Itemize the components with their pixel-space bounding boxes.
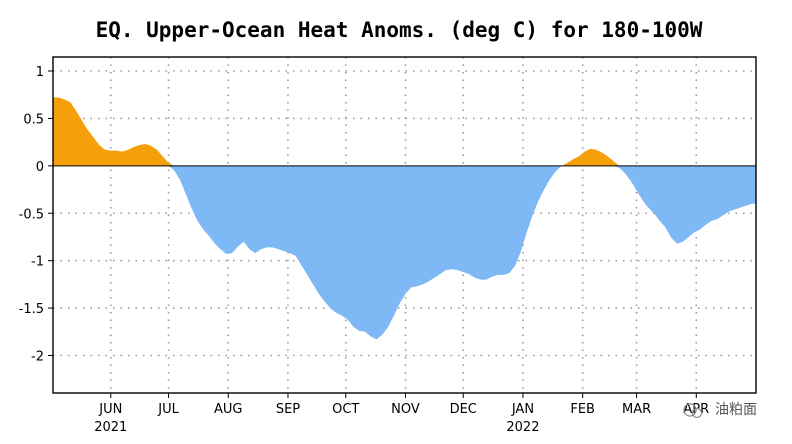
- plot-frame: [52, 56, 757, 394]
- x-tick-label: SEP: [276, 402, 300, 417]
- y-tick-label: 1: [36, 65, 44, 80]
- watermark: 油粕面: [683, 402, 757, 419]
- y-axis: 1 0.5 0 -0.5 -1 -1.5 -2: [19, 65, 53, 365]
- chart-title: EQ. Upper-Ocean Heat Anoms. (deg C) for …: [96, 18, 703, 42]
- x-tick-label: NOV: [391, 402, 420, 417]
- x-tick-label: AUG: [214, 402, 242, 417]
- x-tick-label: JAN: [511, 402, 534, 417]
- y-tick-label: -1: [31, 255, 44, 270]
- y-tick-label: -2: [31, 350, 44, 365]
- x-tick-label: MAR: [622, 402, 651, 417]
- y-tick-label: -0.5: [19, 207, 44, 222]
- y-tick-label: 0: [36, 160, 44, 175]
- grid: [53, 57, 756, 393]
- year-label: 2022: [506, 420, 539, 435]
- x-tick-label: DEC: [450, 402, 477, 417]
- x-tick-label: OCT: [332, 402, 359, 417]
- positive-anomaly-area: [53, 97, 756, 166]
- wechat-icon: [683, 403, 697, 417]
- x-tick-label: JUN: [98, 402, 122, 417]
- x-tick-label: JUL: [157, 402, 179, 417]
- y-tick-label: 0.5: [23, 112, 44, 127]
- data-area: [53, 97, 756, 340]
- x-tick-label: FEB: [570, 402, 595, 417]
- watermark-text: 油粕面: [715, 402, 757, 418]
- y-tick-label: -1.5: [19, 302, 44, 317]
- year-label: 2021: [94, 420, 127, 435]
- wechat-icon-inner: [691, 407, 703, 419]
- negative-anomaly-area: [53, 165, 756, 340]
